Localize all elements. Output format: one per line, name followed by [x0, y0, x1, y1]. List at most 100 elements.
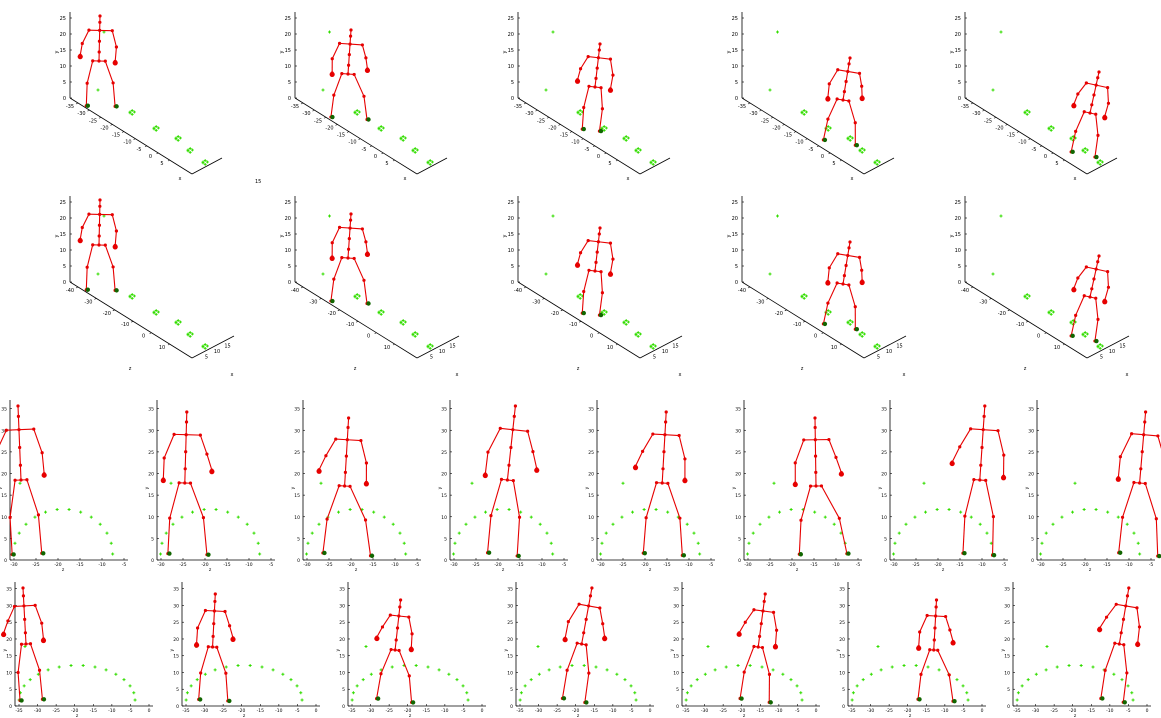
- skeleton-joint: [206, 645, 210, 649]
- marker-cluster: [536, 644, 540, 648]
- skeleton-joint: [848, 240, 852, 244]
- x-tick-label: -5: [461, 708, 466, 714]
- skeleton-joint: [97, 50, 101, 54]
- y-axis-label: y: [949, 50, 955, 53]
- x-tick-label: -15: [956, 562, 963, 568]
- green-marker: [1096, 161, 1100, 165]
- skeleton-joint: [1094, 83, 1098, 87]
- marker-cluster: [12, 508, 115, 556]
- skeleton-joint: [360, 43, 364, 47]
- green-marker: [602, 129, 606, 132]
- hand-marker: [825, 96, 831, 102]
- skeleton-joint: [1135, 606, 1139, 610]
- green-marker: [428, 347, 432, 350]
- green-marker: [295, 684, 299, 688]
- green-marker: [260, 665, 264, 669]
- skeleton-joint: [379, 672, 383, 676]
- green-marker: [1052, 310, 1055, 314]
- z-tick: [144, 145, 148, 148]
- y-axis-label: y: [949, 234, 955, 237]
- green-marker: [654, 344, 657, 348]
- x-tick-label: -30: [1037, 562, 1044, 568]
- skeleton: [821, 56, 865, 148]
- z-tick: [1028, 138, 1031, 140]
- green-marker: [829, 310, 832, 314]
- x-tick-label: -15: [257, 708, 264, 714]
- skeleton-joint: [330, 241, 334, 245]
- marker-cluster: [305, 508, 408, 556]
- skeleton-joint: [919, 672, 923, 676]
- x-tick-label: -5: [122, 562, 127, 568]
- skeleton-bone: [7, 606, 15, 622]
- hand-marker: [1097, 627, 1103, 633]
- y-tick-label: 35: [441, 407, 447, 413]
- y-tick-label: 10: [508, 248, 514, 254]
- hand-marker: [364, 67, 371, 74]
- z-tick-label: -30: [756, 299, 764, 305]
- y-axis-label: y: [670, 649, 675, 652]
- skeleton-joint: [395, 626, 400, 630]
- z-tick: [300, 286, 304, 289]
- skeleton-bone: [224, 611, 231, 626]
- skeleton-bone: [1093, 85, 1097, 96]
- skeleton-joint: [345, 438, 349, 442]
- green-marker: [913, 515, 917, 519]
- skeleton-bone: [635, 451, 644, 467]
- skeleton-bone: [985, 480, 994, 517]
- z-tick: [75, 102, 79, 105]
- skeleton-bone: [1106, 603, 1117, 618]
- green-marker: [1138, 552, 1142, 556]
- skeleton-joint: [97, 234, 101, 238]
- green-marker: [684, 698, 688, 702]
- green-marker: [639, 148, 642, 152]
- z-tick-label: 10: [384, 345, 390, 351]
- x-tick-label: -10: [941, 708, 948, 714]
- skeleton-joint: [584, 617, 588, 621]
- green-marker: [858, 333, 862, 337]
- y-tick-label: 35: [6, 587, 12, 593]
- z-tick: [604, 152, 607, 155]
- green-marker: [1055, 665, 1059, 669]
- skeleton-bone: [325, 438, 337, 456]
- skeleton-joint: [600, 107, 605, 111]
- x-axis: [191, 157, 223, 175]
- foot-marker: [85, 287, 91, 292]
- green-marker: [171, 522, 175, 526]
- z-tick: [300, 102, 304, 105]
- marker-cluster: [1073, 481, 1077, 485]
- y-tick-label: 35: [1, 407, 7, 413]
- foot-marker: [486, 550, 492, 555]
- y-tick-label: 30: [839, 603, 845, 609]
- skeleton-joint: [587, 604, 591, 608]
- skeleton-joint: [340, 255, 344, 260]
- green-marker: [188, 335, 192, 338]
- y-axis-label: y: [836, 649, 841, 652]
- skeleton-bone: [1104, 287, 1109, 301]
- green-marker: [317, 522, 321, 526]
- skeleton: [574, 226, 615, 318]
- green-marker: [519, 691, 523, 695]
- z-tick-label: -30: [77, 111, 85, 117]
- green-marker: [1098, 159, 1102, 162]
- x-axis: [863, 335, 907, 359]
- green-marker: [321, 88, 325, 92]
- green-marker: [473, 515, 477, 519]
- z-axis-label: z: [801, 366, 804, 372]
- y-tick-label: 30: [881, 428, 887, 434]
- y-tick-label: 20: [955, 32, 961, 38]
- skeleton-joint: [837, 516, 841, 520]
- y-tick-label: 0: [63, 96, 66, 102]
- skeleton-bone: [858, 257, 863, 271]
- skeleton-joint: [213, 592, 217, 596]
- green-marker: [851, 691, 855, 695]
- skeleton-bone: [983, 429, 999, 432]
- y-tick-label: 25: [881, 450, 887, 456]
- skeleton-joint: [1002, 453, 1006, 457]
- green-marker: [698, 552, 702, 556]
- green-marker: [634, 149, 638, 153]
- skeleton-joint: [594, 76, 598, 80]
- x-axis-label: x: [1126, 372, 1129, 378]
- green-marker: [695, 678, 699, 682]
- skeleton-joint: [168, 516, 172, 520]
